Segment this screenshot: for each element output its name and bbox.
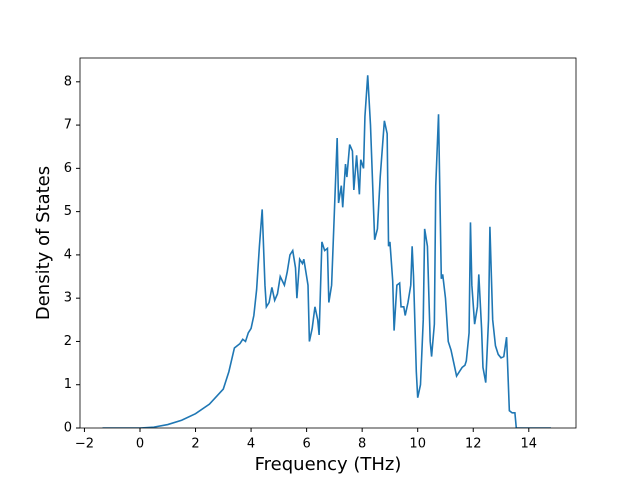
- y-tick-label: 5: [64, 204, 72, 219]
- x-axis-label: Frequency (THz): [255, 454, 402, 475]
- x-tick-label: 12: [465, 437, 482, 452]
- x-tick-label: 14: [521, 437, 538, 452]
- y-axis-label: Density of States: [33, 166, 54, 320]
- line: [102, 75, 552, 428]
- y-tick-label: 8: [64, 74, 72, 89]
- y-tick-label: 7: [64, 118, 72, 133]
- x-tick-label: −2: [75, 437, 94, 452]
- y-tick-label: 4: [64, 247, 72, 262]
- y-tick-label: 1: [64, 377, 72, 392]
- x-tick-label: 2: [191, 437, 199, 452]
- y-tick-label: 2: [64, 334, 72, 349]
- x-tick-label: 10: [409, 437, 426, 452]
- y-tick-label: 3: [64, 291, 72, 306]
- y-tick-label: 6: [64, 161, 72, 176]
- x-tick-label: 6: [302, 437, 310, 452]
- plot-frame: [79, 57, 577, 429]
- y-tick-label: 0: [64, 421, 72, 436]
- x-tick-label: 4: [247, 437, 255, 452]
- x-tick-label: 8: [358, 437, 366, 452]
- x-tick-label: 0: [136, 437, 144, 452]
